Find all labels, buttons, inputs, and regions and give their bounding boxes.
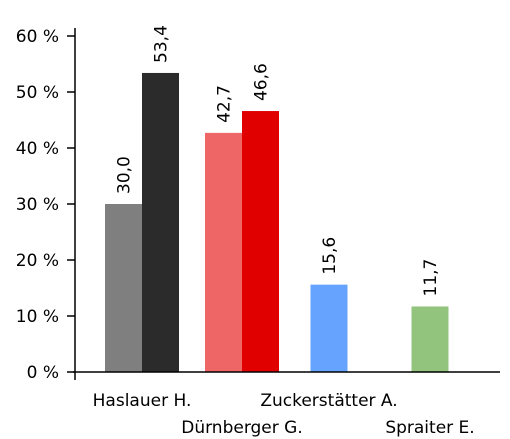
y-tick-label: 60 %: [16, 27, 59, 47]
y-tick-label: 30 %: [16, 195, 59, 215]
bar-2: [205, 132, 242, 372]
y-tick-label: 20 %: [16, 251, 59, 271]
x-category-label: Haslauer H.: [93, 391, 192, 411]
data-label-5: 11,7: [421, 259, 441, 297]
y-axis: 0 % 10 % 20 % 30 % 40 % 50 % 60 %: [16, 27, 76, 383]
data-labels: 30,0 53,4 42,7 46,6 15,6 11,7: [115, 25, 442, 296]
x-category-label: Spraiter E.: [385, 418, 474, 438]
y-tick-label: 40 %: [16, 139, 59, 159]
data-label-1: 53,4: [152, 25, 172, 63]
y-tick-label: 50 %: [16, 83, 59, 103]
y-tick-label: 10 %: [16, 307, 59, 327]
bars: [105, 72, 449, 373]
data-label-2: 42,7: [215, 85, 235, 123]
y-tick-label: 0 %: [27, 363, 59, 383]
data-label-3: 46,6: [252, 63, 272, 101]
data-label-0: 30,0: [115, 156, 135, 194]
x-category-label: Zuckerstätter A.: [260, 391, 397, 411]
x-category-label: Dürnberger G.: [181, 418, 303, 438]
bar-4: [310, 284, 348, 372]
x-axis: Haslauer H. Dürnberger G. Zuckerstätter A.…: [73, 371, 500, 438]
data-label-4: 15,6: [320, 237, 340, 275]
bar-1: [142, 72, 179, 373]
bar-3: [242, 111, 279, 372]
bar-0: [105, 204, 142, 372]
bar-5: [411, 306, 449, 372]
